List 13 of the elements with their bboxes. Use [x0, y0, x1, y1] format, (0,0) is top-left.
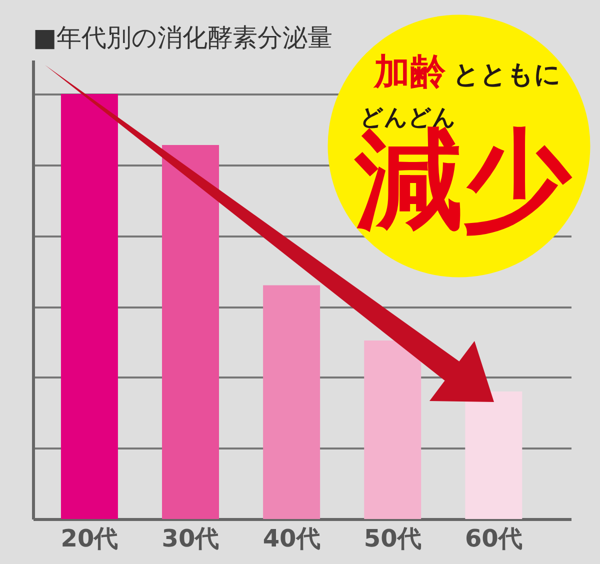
text: とともに — [453, 60, 561, 90]
chart-title: ■年代別の消化酵素分泌量 — [33, 23, 333, 52]
x-tick-label: 40代 — [262, 524, 320, 552]
x-tick-label: 50代 — [364, 524, 422, 552]
bar — [364, 340, 422, 519]
bar — [162, 145, 219, 519]
x-tick-label: 60代 — [464, 524, 522, 552]
bar — [263, 285, 320, 519]
x-tick-label: 20代 — [60, 524, 118, 552]
bar — [465, 392, 522, 519]
text: 加齢 — [373, 52, 446, 93]
bar — [60, 94, 118, 519]
x-tick-label: 30代 — [162, 524, 220, 552]
